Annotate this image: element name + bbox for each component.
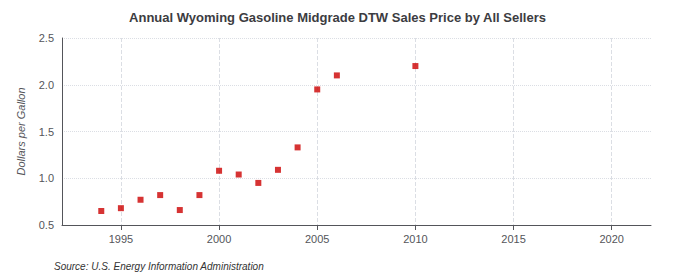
svg-text:0.5: 0.5 bbox=[39, 219, 54, 231]
svg-text:1.0: 1.0 bbox=[39, 172, 54, 184]
svg-text:Dollars per Gallon: Dollars per Gallon bbox=[15, 87, 27, 175]
svg-text:Annual Wyoming Gasoline Midgra: Annual Wyoming Gasoline Midgrade DTW Sal… bbox=[129, 10, 546, 25]
svg-text:2010: 2010 bbox=[403, 233, 427, 245]
svg-text:Source: U.S. Energy Informatio: Source: U.S. Energy Information Administ… bbox=[54, 261, 264, 272]
svg-text:2015: 2015 bbox=[501, 233, 525, 245]
svg-text:2.0: 2.0 bbox=[39, 79, 54, 91]
svg-text:2.5: 2.5 bbox=[39, 32, 54, 44]
svg-text:2000: 2000 bbox=[207, 233, 231, 245]
svg-text:2005: 2005 bbox=[305, 233, 329, 245]
svg-text:2020: 2020 bbox=[599, 233, 623, 245]
svg-text:1995: 1995 bbox=[109, 233, 133, 245]
svg-text:1.5: 1.5 bbox=[39, 126, 54, 138]
